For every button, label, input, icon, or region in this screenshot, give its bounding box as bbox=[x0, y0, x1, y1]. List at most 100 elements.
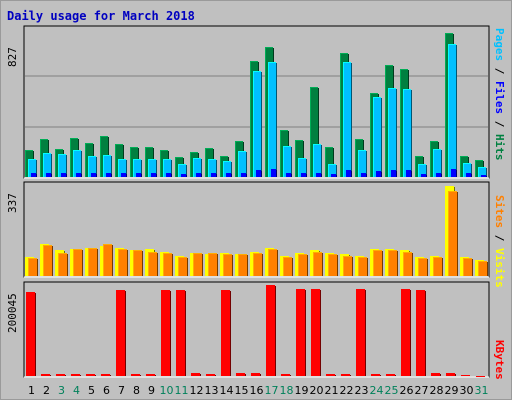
x-tick-label-31: 31 bbox=[475, 384, 489, 397]
kbytes-bar-2-highlight-top bbox=[41, 374, 50, 375]
files-bar-14-highlight-left bbox=[223, 161, 224, 177]
visits-bar-17-highlight-left bbox=[265, 248, 266, 276]
kbytes-bar-11-shade-right bbox=[185, 291, 186, 376]
kbytes-bar-10 bbox=[161, 290, 170, 376]
files-bar-2 bbox=[43, 153, 51, 177]
sites-bar-23 bbox=[358, 257, 367, 276]
visits-bar-21-highlight-left bbox=[325, 253, 326, 276]
files-bar-19-highlight-top bbox=[298, 158, 306, 159]
files-bar-2-highlight-left bbox=[43, 153, 44, 177]
pages-bar-8 bbox=[136, 173, 141, 177]
visits-bar-31-highlight-top bbox=[475, 260, 484, 261]
sites-bar-5-highlight-left bbox=[88, 248, 89, 276]
sites-bar-31-highlight-left bbox=[478, 261, 479, 276]
visits-bar-25-highlight-top bbox=[385, 249, 394, 250]
visits-bar-6-highlight-left bbox=[100, 246, 101, 276]
pages-bar-16-shade-right bbox=[261, 171, 262, 177]
hits-bar-10-highlight-left bbox=[160, 150, 161, 177]
visits-bar-23-highlight-top bbox=[355, 256, 364, 257]
files-bar-1 bbox=[28, 159, 36, 177]
sites-bar-31-highlight-top bbox=[478, 261, 487, 262]
pages-bar-9 bbox=[151, 173, 156, 177]
visits-bar-3-highlight-left bbox=[55, 250, 56, 276]
pages-bar-5-highlight-top bbox=[91, 173, 96, 174]
sites-bar-29-shade-right bbox=[457, 192, 458, 276]
files-bar-3 bbox=[58, 154, 66, 177]
pages-bar-15 bbox=[241, 173, 246, 177]
pages-bar-24-shade-right bbox=[381, 172, 382, 177]
kbytes-bar-15 bbox=[236, 373, 245, 376]
kbytes-bar-17 bbox=[266, 285, 275, 376]
pages-bar-14-highlight-left bbox=[226, 173, 227, 177]
sites-bar-17-highlight-left bbox=[268, 249, 269, 276]
pages-bar-7-highlight-top bbox=[121, 173, 126, 174]
files-bar-30 bbox=[463, 163, 471, 177]
pages-bar-18-highlight-left bbox=[286, 173, 287, 177]
pages-bar-12-highlight-top bbox=[196, 173, 201, 174]
sites-bar-5 bbox=[88, 248, 97, 276]
files-bar-3-shade-right bbox=[66, 155, 67, 177]
hits-bar-21-highlight-left bbox=[325, 147, 326, 177]
files-bar-15-highlight-left bbox=[238, 151, 239, 177]
x-tick-label-2: 2 bbox=[43, 384, 50, 397]
kbytes-bar-20-highlight-top bbox=[311, 289, 320, 290]
pages-bar-8-highlight-top bbox=[136, 173, 141, 174]
pages-bar-27 bbox=[421, 174, 426, 177]
pages-bar-10-highlight-top bbox=[166, 173, 171, 174]
files-bar-14 bbox=[223, 161, 231, 177]
pages-bar-30 bbox=[466, 173, 471, 177]
files-bar-18 bbox=[283, 146, 291, 177]
kbytes-bar-20-shade-right bbox=[320, 290, 321, 376]
hits-bar-31-highlight-left bbox=[475, 160, 476, 177]
visits-bar-2-highlight-left bbox=[40, 244, 41, 276]
files-bar-18-shade-right bbox=[291, 147, 292, 177]
files-bar-15 bbox=[238, 151, 246, 177]
hits-bar-31-highlight-top bbox=[475, 160, 483, 161]
kbytes-bar-14 bbox=[221, 290, 230, 376]
files-bar-11 bbox=[178, 164, 186, 177]
sites-bar-1 bbox=[28, 258, 37, 276]
sites-bar-29 bbox=[448, 191, 457, 276]
pages-bar-11 bbox=[181, 174, 186, 177]
files-bar-21-highlight-top bbox=[328, 164, 336, 165]
pages-bar-13-highlight-left bbox=[211, 173, 212, 177]
pages-bar-12-shade-right bbox=[201, 174, 202, 177]
x-tick-label-9: 9 bbox=[148, 384, 155, 397]
kbytes-bar-15-highlight-top bbox=[236, 373, 245, 374]
visits-bar-21-highlight-top bbox=[325, 253, 334, 254]
sites-bar-10 bbox=[163, 253, 172, 276]
kbytes-bar-18-highlight-top bbox=[281, 374, 290, 375]
pages-bar-25-highlight-top bbox=[391, 170, 396, 171]
x-tick-label-21: 21 bbox=[325, 384, 339, 397]
visits-bar-14-highlight-top bbox=[220, 253, 229, 254]
pages-bar-17 bbox=[271, 169, 276, 177]
legend-part-3: Files bbox=[493, 81, 506, 115]
pages-bar-20-shade-right bbox=[321, 174, 322, 177]
pages-bar-23-highlight-left bbox=[361, 173, 362, 177]
pages-bar-3-highlight-top bbox=[61, 173, 66, 174]
files-bar-17-shade-right bbox=[276, 63, 277, 177]
x-tick-label-1: 1 bbox=[28, 384, 35, 397]
pages-bar-25 bbox=[391, 170, 396, 177]
files-bar-9-highlight-top bbox=[148, 159, 156, 160]
hits-bar-22-highlight-left bbox=[340, 53, 341, 177]
files-bar-22-shade-right bbox=[351, 63, 352, 177]
visits-bar-25-highlight-left bbox=[385, 249, 386, 276]
sites-bar-13-highlight-left bbox=[208, 253, 209, 276]
visits-bar-30-highlight-top bbox=[460, 257, 469, 258]
pages-bar-28-highlight-top bbox=[436, 173, 441, 174]
legend-part-2: / bbox=[493, 228, 506, 248]
sites-bar-18-shade-right bbox=[292, 258, 293, 276]
hits-bar-19-highlight-top bbox=[295, 140, 303, 141]
visits-bar-9-highlight-left bbox=[145, 249, 146, 276]
kbytes-bar-7-highlight-top bbox=[116, 290, 125, 291]
pages-bar-30-highlight-top bbox=[466, 173, 471, 174]
pages-bar-12 bbox=[196, 173, 201, 177]
pages-bar-11-shade-right bbox=[186, 175, 187, 177]
files-bar-30-highlight-top bbox=[463, 163, 471, 164]
pages-bar-4-highlight-left bbox=[76, 173, 77, 177]
pages-bar-25-highlight-left bbox=[391, 170, 392, 177]
files-bar-13-highlight-top bbox=[208, 159, 216, 160]
visits-bar-28-highlight-left bbox=[430, 256, 431, 276]
sites-bar-7 bbox=[118, 249, 127, 276]
